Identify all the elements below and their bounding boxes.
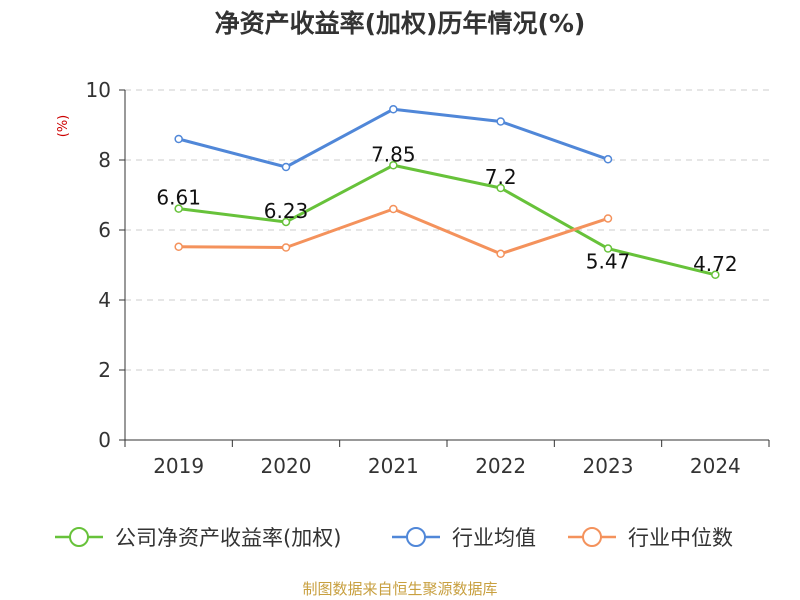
data-point — [174, 204, 183, 213]
data-label: 7.2 — [485, 165, 517, 189]
data-point — [496, 249, 505, 259]
data-label: 7.85 — [371, 142, 416, 166]
data-point — [389, 204, 398, 214]
series-lines — [174, 105, 720, 280]
y-tick-label: 10 — [86, 78, 111, 102]
y-tick-label: 4 — [98, 288, 111, 312]
legend-label: 行业中位数 — [628, 526, 733, 550]
data-point — [603, 214, 613, 223]
data-labels: 6.61 6.23 7.85 7.2 5.47 4.72 — [156, 142, 737, 276]
data-label: 5.47 — [586, 250, 631, 274]
data-point — [603, 244, 613, 253]
data-label: 6.61 — [156, 186, 201, 210]
y-axis-label: (%) — [56, 115, 71, 138]
x-tick-label: 2020 — [261, 454, 312, 478]
data-point — [281, 217, 291, 227]
x-tick-label: 2019 — [153, 454, 204, 478]
data-point — [711, 270, 720, 280]
data-point — [281, 243, 291, 252]
data-point — [389, 161, 398, 170]
legend-swatch-marker — [582, 527, 602, 547]
series-line-1 — [178, 163, 716, 277]
axes: 0 2 4 6 8 10 2019 2020 2021 2022 2023 2024 — [86, 78, 770, 478]
x-tick-label: 2022 — [475, 454, 526, 478]
data-point — [281, 162, 291, 172]
legend-swatch-marker — [406, 527, 426, 547]
legend-label: 公司净资产收益率(加权) — [115, 526, 341, 550]
y-tick-label: 8 — [98, 148, 111, 172]
legend: 公司净资产收益率(加权) 行业均值 行业中位数 — [55, 526, 733, 550]
x-tick-label: 2024 — [690, 454, 741, 478]
data-label: 4.72 — [693, 252, 738, 276]
data-source-note: 制图数据来自恒生聚源数据库 — [302, 580, 498, 598]
y-tick-label: 6 — [98, 218, 111, 242]
y-tick-label: 2 — [98, 358, 111, 382]
data-point — [603, 155, 613, 164]
chart-title: 净资产收益率(加权)历年情况(%) — [214, 9, 586, 38]
legend-swatch-marker — [69, 527, 89, 547]
data-point — [174, 242, 183, 252]
x-tick-label: 2023 — [583, 454, 634, 478]
data-label: 6.23 — [264, 199, 309, 223]
legend-label: 行业均值 — [452, 526, 536, 550]
data-point — [389, 105, 398, 114]
y-tick-label: 0 — [98, 428, 111, 452]
x-tick-label: 2021 — [368, 454, 419, 478]
data-point — [496, 183, 505, 193]
data-point — [174, 134, 183, 144]
data-point — [496, 117, 505, 126]
